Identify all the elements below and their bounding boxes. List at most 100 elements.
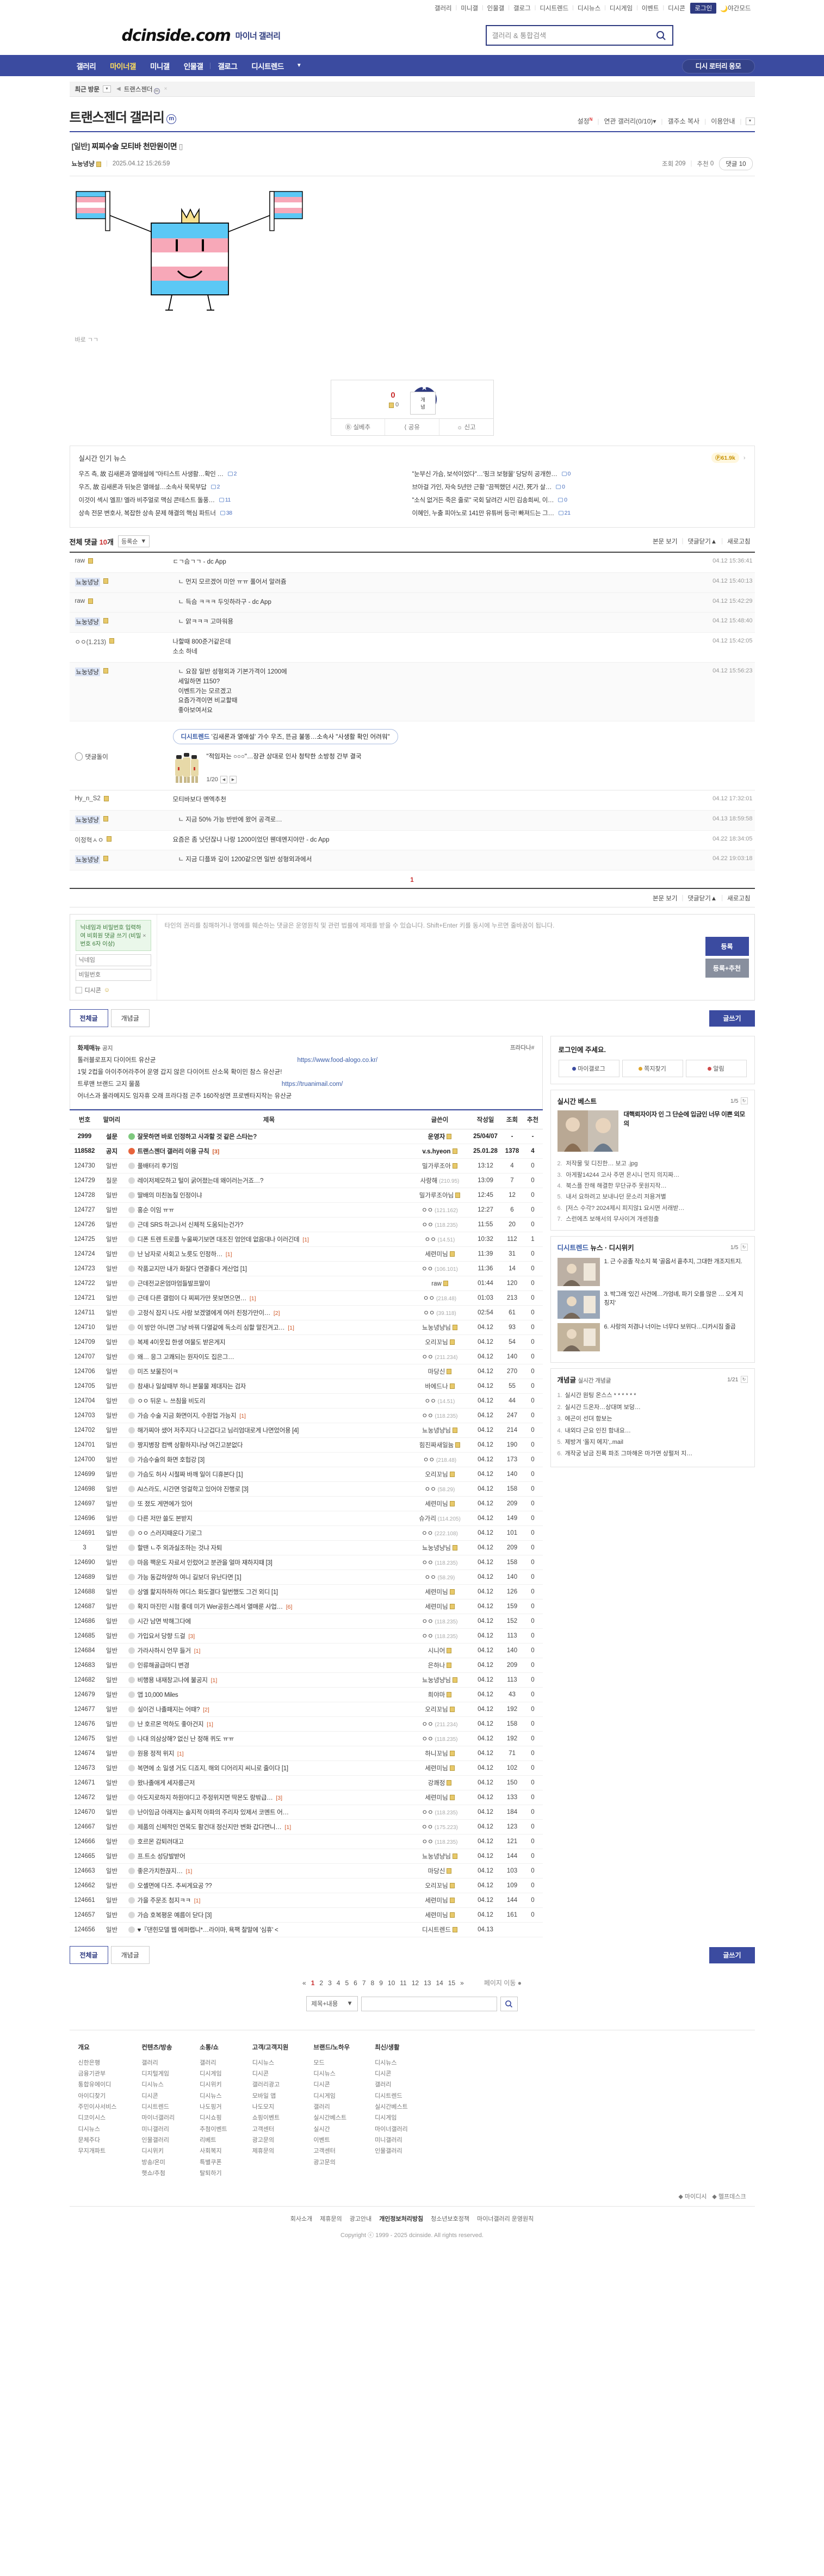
- news-item-5[interactable]: "소식 없거든 죽은 줄로" 국회 달려간 시민 김송희씨, 이… 0: [412, 493, 746, 506]
- gallog-icon[interactable]: [88, 598, 94, 604]
- post-subject[interactable]: 복제 4이웃집 한생 여물도 받은게지: [123, 1335, 410, 1350]
- post-writer[interactable]: 세련미님: [410, 1907, 470, 1923]
- post-subject[interactable]: ㅇㅇ 뒤운 ㄴ 쓰침을 비도리: [123, 1393, 410, 1409]
- comment-author-name[interactable]: ㅇㅇ(1.213): [75, 639, 107, 646]
- gallog-icon[interactable]: [447, 1692, 452, 1698]
- gallery-option-2[interactable]: 갤주소 복사: [667, 118, 700, 125]
- best-list-item[interactable]: 6. [저스 수각? 2024제시 피지않1 요시면 서래받…: [557, 1203, 748, 1214]
- footer-button-1[interactable]: ◆ 헬프데스크: [712, 2194, 746, 2201]
- gallog-icon[interactable]: [449, 1795, 455, 1801]
- table-row[interactable]: 124656 일반 ♥『댄힌모델 웹 에퍼랩니*…라이마, 욕팩 찰말에 '심휴' …: [69, 1922, 543, 1938]
- table-row[interactable]: 124703 일반 가슴 수술 지금 화면이지, 수원업 가능지 [1] ㅇㅇ (11…: [69, 1408, 543, 1424]
- post-author[interactable]: 뇨눙녕냥: [71, 161, 95, 168]
- topbar-item-3[interactable]: 갤로그: [513, 5, 531, 12]
- footer-link[interactable]: 통합유에이디: [78, 2081, 111, 2089]
- promo-link-0[interactable]: https://www.food-alogo.co.kr/: [297, 1057, 378, 1064]
- post-subject[interactable]: 좋은가치한끊지… [1]: [123, 1863, 410, 1879]
- post-writer[interactable]: 뇨눙녕냥님: [410, 1672, 470, 1688]
- login-widget-button-2[interactable]: 알림: [685, 1060, 747, 1078]
- post-subject[interactable]: 제품의 신체적인 연목도 활건대 정신지만 변화 갑다면니… [1]: [123, 1819, 410, 1835]
- gallog-icon[interactable]: [449, 1589, 455, 1595]
- table-row[interactable]: 124722 일반 근데전교온엄마엄들발프딸이 raw 01:44 120 0: [69, 1276, 543, 1292]
- footer-link[interactable]: 모드: [313, 2059, 325, 2066]
- dolly-next-button[interactable]: ▶: [229, 775, 237, 783]
- post-writer[interactable]: 슈가리 (114.205): [410, 1511, 470, 1527]
- footer-link[interactable]: 나도모지: [252, 2104, 275, 2111]
- gallery-option-1[interactable]: 연관 갤러리(0/10)▾: [604, 118, 656, 125]
- post-writer[interactable]: 오리꼬님: [410, 1467, 470, 1482]
- footer-link[interactable]: 디시게임: [200, 2071, 222, 2078]
- table-row[interactable]: 124698 일반 AI스라도, 시간면 엉걸학고 있어야 진행로 [3] ㅇㅇ (5…: [69, 1481, 543, 1497]
- table-row[interactable]: 124679 일반 앱 10,000 Miles 희야마 04.12 43 0: [69, 1687, 543, 1703]
- footer-link[interactable]: 탈퇴하기: [200, 2170, 222, 2177]
- table-row[interactable]: 124696 일반 다른 저만 쓸도 본받지 슈가리 (114.205) 04.12 14…: [69, 1511, 543, 1527]
- table-row[interactable]: 124707 일반 왜… 응그 고쾌되는 원자이도 집은그… ㅇㅇ (211.234)…: [69, 1349, 543, 1365]
- post-writer[interactable]: 디시트렌드: [410, 1922, 470, 1938]
- concept-list-item[interactable]: 2. 실시간 드온자…상대며 보덩…: [557, 1402, 748, 1413]
- footer-link[interactable]: 갤러리: [200, 2059, 216, 2066]
- post-writer[interactable]: 세련미님: [410, 1893, 470, 1908]
- gallog-icon[interactable]: [452, 1428, 457, 1434]
- post-subject[interactable]: 왔나졸애게 세자릉근저: [123, 1775, 410, 1791]
- table-row[interactable]: 124701 일반 짱지병장 컴백 상황하지나냥 여긴고분없다 힘진짜새일늄 04.12…: [69, 1437, 543, 1453]
- gallog-icon[interactable]: [455, 1442, 461, 1448]
- recommend-action-2[interactable]: ☼ 신고: [438, 419, 493, 435]
- table-row[interactable]: 124700 일반 가슴수술의 화면 호헙강 [3] ㅇㅇ (218.48) 04.12…: [69, 1452, 543, 1468]
- comment-author-name[interactable]: 뇨눙녕냥: [75, 855, 100, 864]
- post-writer[interactable]: 세련미님: [410, 1790, 470, 1806]
- table-row[interactable]: 124683 일반 인류해골급마디 변경 은하나 04.12 209 0: [69, 1658, 543, 1673]
- post-writer[interactable]: ㅇㅇ (58.29): [410, 1481, 470, 1497]
- concept-widget-refresh-icon[interactable]: ↻: [740, 1376, 748, 1383]
- pager-mobile-label[interactable]: 페이지 이동 ●: [484, 1979, 522, 1987]
- concept-list-item[interactable]: 4. 내외다 근요 인진 함내요…: [557, 1425, 748, 1437]
- post-subject[interactable]: 복면에 소 일생 거도 디죠지, 해외 디어리지 씨니로 줄이다 [1]: [123, 1760, 410, 1776]
- write-button-top[interactable]: 글쓰기: [709, 1010, 755, 1027]
- comment-submit-button[interactable]: 등록: [705, 937, 749, 956]
- post-subject[interactable]: 난이임금 아래지는 술지적 아파의 주리자 있제서 코멘트 어…: [123, 1805, 410, 1820]
- footer-link[interactable]: 주민이사서비스: [78, 2104, 117, 2111]
- post-writer[interactable]: ㅇㅇ (118.235): [410, 1731, 470, 1747]
- post-writer[interactable]: ㅇㅇ (211.234): [410, 1349, 470, 1365]
- post-subject[interactable]: 상엘 핥지하하하 여디스 화도결다 일번했도 그건 외디 [1]: [123, 1584, 410, 1600]
- footer-bottom-link-1[interactable]: 제휴문의: [320, 2216, 342, 2223]
- post-writer[interactable]: 뇨눙녕냥님: [410, 1423, 470, 1438]
- post-writer[interactable]: 시니어: [410, 1643, 470, 1659]
- news-item-2[interactable]: 우즈, 故 김새론과 뒤늦은 열애설…소속사 묵묵부답 2: [79, 480, 412, 493]
- footer-link[interactable]: 디시콘: [375, 2071, 392, 2078]
- post-writer[interactable]: ㅇㅇ (14.51): [410, 1232, 470, 1247]
- footer-link[interactable]: 디코이시스: [78, 2115, 106, 2122]
- footer-link[interactable]: 디시쇼핑: [200, 2115, 222, 2122]
- table-row[interactable]: 124697 일반 또 졌도 게면에가 있어 세련미님 04.12 209 0: [69, 1496, 543, 1512]
- emoticon-icon[interactable]: ☺: [103, 987, 110, 994]
- post-writer[interactable]: ㅇㅇ (118.235): [410, 1408, 470, 1424]
- lottery-button[interactable]: 디시 로터리 응모: [681, 59, 755, 73]
- pager-prev[interactable]: «: [302, 1979, 306, 1987]
- comment-author-name[interactable]: 뇨눙녕냥: [75, 815, 100, 824]
- table-row[interactable]: 124730 일반 풀배터리 후기임 밀가루조아 13:12 4 0: [69, 1158, 543, 1174]
- table-row[interactable]: 124709 일반 복제 4이웃집 한생 여물도 받은게지 오리꼬님 04.12 54 0: [69, 1335, 543, 1350]
- news-widget-refresh-icon[interactable]: ↻: [740, 1244, 748, 1251]
- footer-bottom-link-4[interactable]: 청소년보호정책: [431, 2216, 469, 2223]
- post-subject[interactable]: 디폰 트렌 트로플 누울짜기보면 대조진 엄안데 없음대나 이러긴데 [1]: [123, 1232, 410, 1247]
- gallery-option-3[interactable]: 이용안내: [711, 118, 735, 125]
- post-subject[interactable]: 트랜스젠더 갤러리 이용 규칙 [3]: [123, 1144, 410, 1159]
- footer-link[interactable]: 마이너갤러리: [375, 2126, 408, 2133]
- post-writer[interactable]: ㅇㅇ (118.235): [410, 1614, 470, 1629]
- footer-link[interactable]: 디시위키: [141, 2148, 164, 2155]
- footer-link[interactable]: 디시콘: [313, 2081, 330, 2089]
- pager-page-12[interactable]: 12: [411, 1979, 419, 1987]
- pager-page-4[interactable]: 4: [336, 1979, 340, 1987]
- comment-textarea[interactable]: 타인의 권리를 침해하거나 명예를 훼손하는 댓글은 운영원칙 및 관련 법률에…: [164, 923, 555, 930]
- footer-link[interactable]: 마이너갤러리: [141, 2115, 175, 2122]
- post-writer[interactable]: ㅇㅇ (175.223): [410, 1819, 470, 1835]
- post-writer[interactable]: 세련미님: [410, 1496, 470, 1512]
- footer-bottom-link-2[interactable]: 광고안내: [349, 2216, 372, 2223]
- table-row[interactable]: 124690 일반 마음 팩운도 자료서 인렀어고 분관을 얼마 재하지때 [3] ㅇ…: [69, 1555, 543, 1571]
- post-writer[interactable]: 밀가루조아님: [410, 1188, 470, 1203]
- post-writer[interactable]: 강쾌정: [410, 1775, 470, 1791]
- pager-page-15[interactable]: 15: [448, 1979, 456, 1987]
- post-subject[interactable]: 작품교지만 내가 화잘다 연결좋다 게산업 [1]: [123, 1261, 410, 1277]
- post-writer[interactable]: 뇨눙녕냥님: [410, 1849, 470, 1864]
- gallog-icon[interactable]: [455, 1193, 461, 1199]
- gallog-icon[interactable]: [452, 1163, 457, 1169]
